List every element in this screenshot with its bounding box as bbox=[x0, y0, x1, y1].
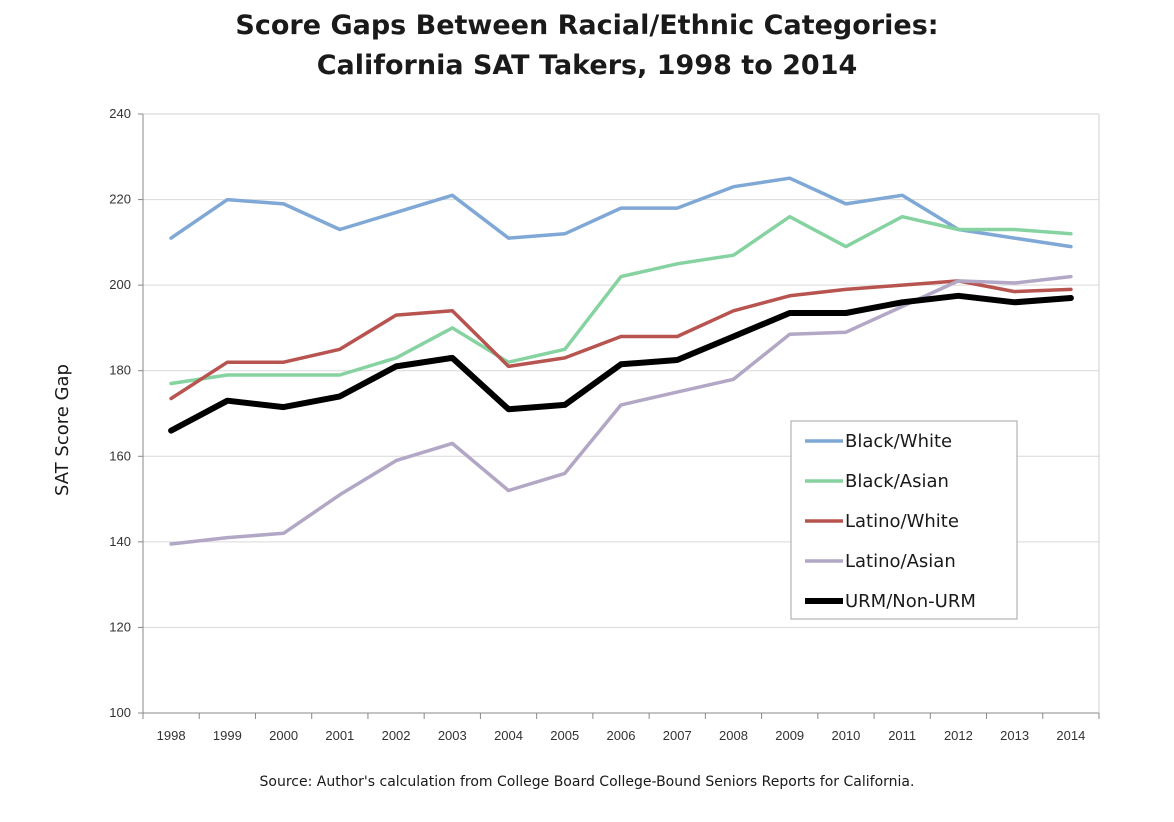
x-tick-label: 2003 bbox=[438, 728, 467, 743]
axes: 100 120 140 160 180 200 220 240 1998 1999 2000 2001… bbox=[109, 106, 1100, 743]
x-tick-label: 2005 bbox=[550, 728, 579, 743]
x-tick-label: 2011 bbox=[888, 728, 916, 743]
chart-title-line-1: Score Gaps Between Racial/Ethnic Categor… bbox=[235, 10, 939, 41]
chart-title: Score Gaps Between Racial/Ethnic Categor… bbox=[0, 6, 1174, 86]
x-tick-label: 2010 bbox=[831, 728, 860, 743]
series-lines bbox=[168, 176, 1074, 546]
legend: Black/White Black/Asian Latino/White Latino… bbox=[790, 420, 1018, 620]
series-line-black-asian bbox=[169, 214, 1073, 386]
series-line-latino-white bbox=[169, 279, 1073, 401]
y-tick-label: 160 bbox=[109, 448, 131, 463]
y-tick-label: 180 bbox=[109, 363, 131, 378]
series-line-urm-non-urm bbox=[168, 292, 1074, 434]
x-tick-label: 2009 bbox=[775, 728, 804, 743]
x-tick-label: 1998 bbox=[157, 728, 186, 743]
legend-label: Latino/Asian bbox=[845, 551, 956, 572]
legend-label: Latino/White bbox=[845, 511, 959, 532]
legend-label: URM/Non-URM bbox=[845, 591, 976, 612]
x-tick-label: 1999 bbox=[213, 728, 242, 743]
y-tick-label: 120 bbox=[109, 619, 131, 634]
x-tick-label: 2008 bbox=[719, 728, 748, 743]
x-tick-label: 2006 bbox=[607, 728, 636, 743]
x-tick-label: 2014 bbox=[1056, 728, 1085, 743]
series-line-black-white bbox=[169, 176, 1073, 249]
x-tick-label: 2007 bbox=[663, 728, 692, 743]
y-tick-label: 240 bbox=[109, 106, 131, 121]
x-tick-label: 2000 bbox=[269, 728, 298, 743]
legend-label: Black/White bbox=[845, 431, 952, 452]
y-tick-label: 100 bbox=[109, 705, 131, 720]
y-tick-label: 200 bbox=[109, 277, 131, 292]
x-tick-label: 2004 bbox=[494, 728, 523, 743]
y-axis-label: SAT Score Gap bbox=[52, 364, 73, 496]
y-tick-label: 220 bbox=[109, 192, 131, 207]
source-note: Source: Author's calculation from Colleg… bbox=[259, 774, 915, 790]
legend-label: Black/Asian bbox=[845, 471, 949, 492]
x-tick-label: 2013 bbox=[1000, 728, 1029, 743]
y-tick-label: 140 bbox=[109, 534, 131, 549]
x-tick-label: 2001 bbox=[325, 728, 354, 743]
chart-title-line-2: California SAT Takers, 1998 to 2014 bbox=[316, 50, 858, 81]
x-tick-label: 2012 bbox=[944, 728, 973, 743]
x-tick-label: 2002 bbox=[382, 728, 411, 743]
